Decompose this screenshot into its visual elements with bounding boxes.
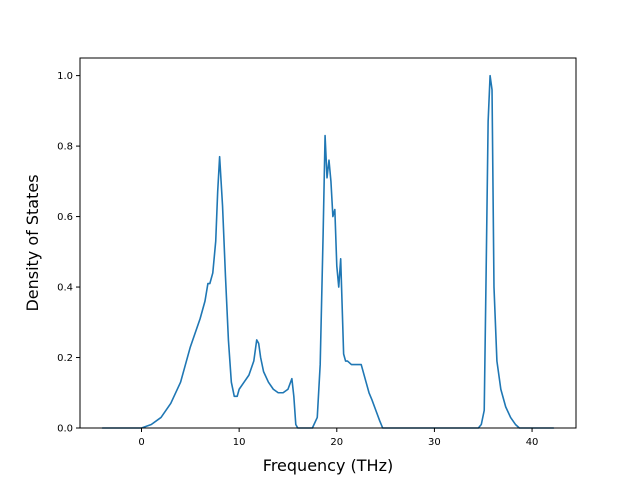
x-tick-label: 30 (428, 437, 441, 448)
y-tick-label: 0.2 (57, 353, 73, 364)
y-tick-label: 0.6 (57, 212, 73, 223)
series-layer (101, 74, 555, 429)
x-tick-label: 20 (330, 437, 343, 448)
x-axis-ticks: 0 10 20 30 40 (138, 428, 538, 448)
y-axis-ticks: 0.0 0.2 0.4 0.6 0.8 1.0 (57, 71, 80, 435)
axes-frame (79, 57, 577, 429)
y-tick-label: 0.0 (57, 424, 73, 435)
y-tick-label: 0.4 (57, 283, 73, 294)
x-tick-label: 10 (233, 437, 246, 448)
plot-area (80, 58, 576, 428)
x-tick-label: 40 (526, 437, 539, 448)
y-tick-label: 0.8 (57, 142, 73, 153)
y-axis-label: Density of States (23, 174, 42, 311)
x-axis-label: Frequency (THz) (263, 456, 393, 475)
dos-series-line-0 (101, 74, 555, 429)
x-tick-label: 0 (138, 437, 144, 448)
y-tick-label: 1.0 (57, 71, 73, 82)
